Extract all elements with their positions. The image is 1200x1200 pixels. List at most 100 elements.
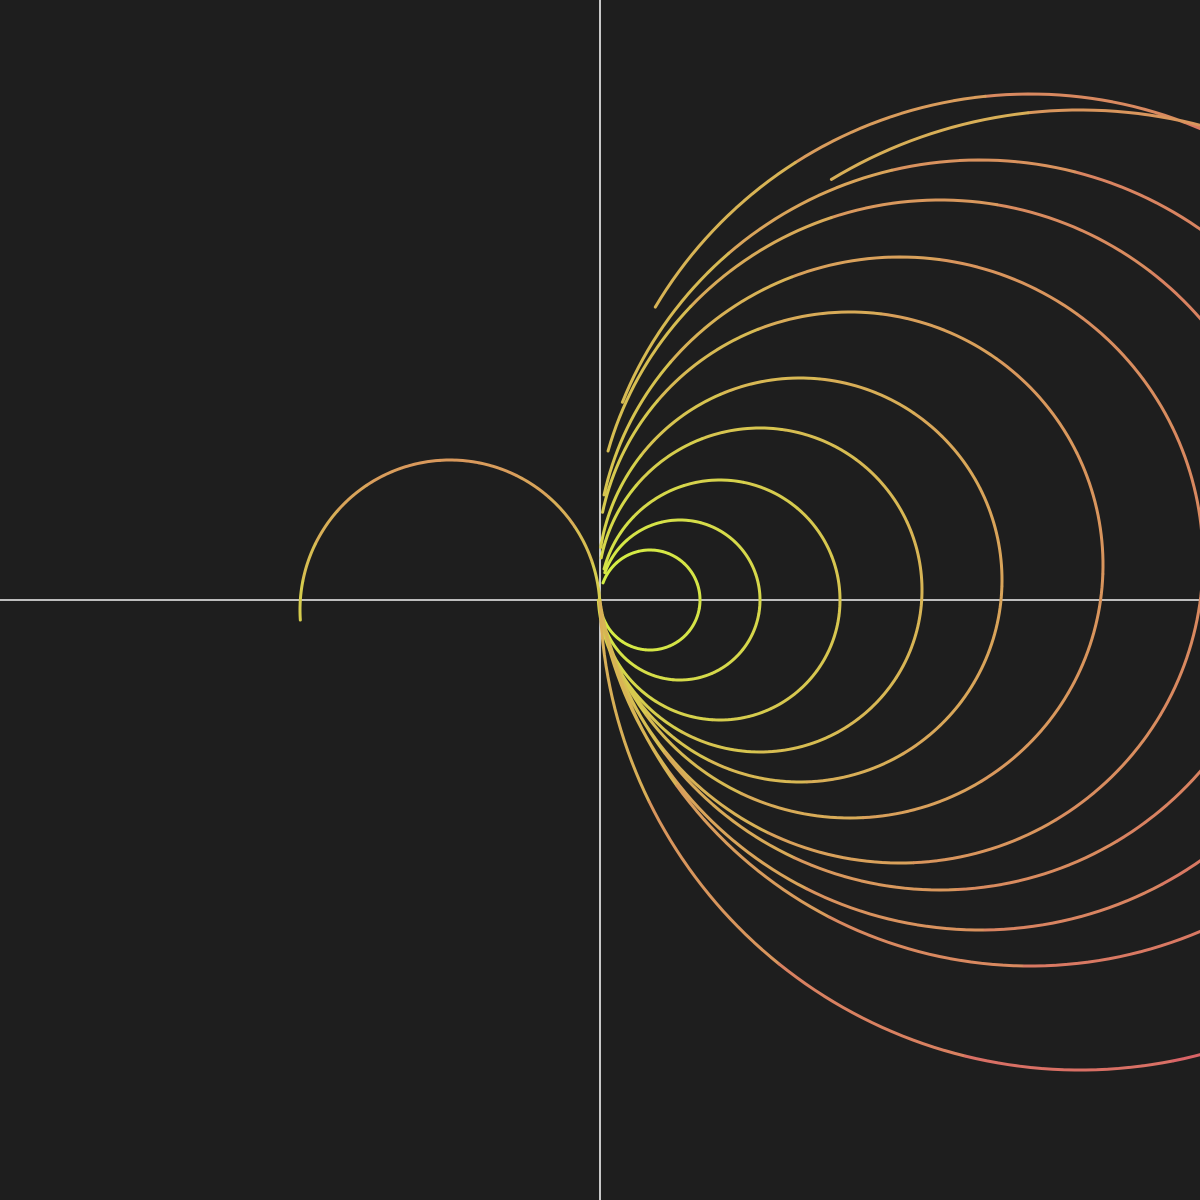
arc-3-segment-6 bbox=[815, 614, 841, 673]
arc-3-segment-8 bbox=[795, 506, 834, 559]
arc-1-segment-5 bbox=[668, 629, 691, 648]
arc-4-segment-7 bbox=[905, 520, 924, 603]
arc-3-segment-5 bbox=[769, 669, 819, 711]
arc-3-segment-2 bbox=[613, 656, 658, 703]
arc-6-segment-6 bbox=[1066, 572, 1105, 695]
arc-10-segment-1 bbox=[598, 598, 679, 788]
arc-1-segment-8 bbox=[682, 562, 699, 586]
arc-10-segment-2 bbox=[675, 784, 831, 919]
arc-5-segment-4 bbox=[805, 752, 905, 784]
arc-11-segment-11 bbox=[1026, 108, 1200, 127]
arc-6-segment-11 bbox=[655, 327, 760, 403]
arc-12-segment-2 bbox=[573, 525, 594, 564]
arc-10-segment-11 bbox=[793, 94, 987, 165]
arc-11-segment-2 bbox=[647, 800, 781, 966]
arc-8-segment-11 bbox=[689, 216, 833, 309]
arc-10-segment-4 bbox=[1022, 929, 1200, 968]
arc-7-segment-11 bbox=[668, 275, 794, 364]
arc-12-segment-11 bbox=[301, 542, 317, 583]
arc-2-segment-2 bbox=[608, 636, 638, 669]
arc-4-segment-11 bbox=[634, 437, 704, 487]
arc-7-segment-9 bbox=[937, 258, 1079, 316]
arc-4-segment-4 bbox=[758, 730, 839, 754]
arc-11-segment-4 bbox=[963, 1054, 1175, 1072]
arc-12-segment-4 bbox=[514, 473, 551, 499]
arc-6-segment-3 bbox=[740, 792, 865, 820]
arc-2-segment-8 bbox=[733, 540, 758, 577]
arc-8-segment-9 bbox=[995, 203, 1152, 273]
arc-5-segment-3 bbox=[707, 758, 809, 784]
arc-3-segment-9 bbox=[741, 480, 799, 510]
arc-3-segment-11 bbox=[631, 484, 686, 519]
arc-8-segment-4 bbox=[956, 839, 1119, 892]
arc-6-segment-12 bbox=[601, 399, 659, 514]
arc-2-segment-4 bbox=[671, 671, 714, 682]
arc-1-segment-11 bbox=[615, 549, 640, 565]
arc-6-segment-5 bbox=[979, 691, 1070, 783]
arc-7-segment-5 bbox=[1054, 713, 1162, 822]
arc-6-segment-9 bbox=[879, 312, 998, 361]
arc-1-segment-2 bbox=[604, 622, 625, 644]
arc-9-segment-11 bbox=[727, 168, 894, 255]
arc-9-segment-3 bbox=[805, 887, 987, 932]
arc-9-segment-9 bbox=[1073, 170, 1200, 231]
arc-9-segment-4 bbox=[983, 882, 1164, 932]
arc-9-segment-12 bbox=[620, 251, 731, 404]
arc-5-segment-7 bbox=[978, 486, 1004, 588]
arc-6-segment-4 bbox=[861, 779, 983, 820]
arc-8-segment-5 bbox=[1115, 769, 1200, 843]
arc-2-segment-7 bbox=[754, 573, 762, 616]
arc-11-segment-12 bbox=[829, 111, 1030, 181]
arc-4-segment-3 bbox=[680, 730, 762, 754]
arc-2-segment-9 bbox=[699, 521, 737, 544]
arc-3-segment-4 bbox=[710, 707, 773, 722]
arc-5-segment-12 bbox=[599, 454, 643, 549]
arc-7-segment-7 bbox=[1171, 426, 1200, 531]
arc-11-segment-3 bbox=[777, 962, 967, 1058]
arc-9-segment-5 bbox=[1160, 859, 1200, 886]
arc-12-segment-5 bbox=[477, 461, 518, 477]
arc-8-segment-10 bbox=[829, 198, 999, 220]
arc-7-segment-10 bbox=[790, 255, 941, 279]
arc-8-segment-3 bbox=[792, 856, 960, 892]
arc-1-segment-3 bbox=[621, 640, 648, 652]
arc-12-segment-10 bbox=[313, 509, 339, 546]
arc-1-segment-9 bbox=[661, 550, 686, 566]
arc-4-segment-8 bbox=[854, 458, 909, 524]
arc-12-segment-6 bbox=[438, 458, 481, 465]
arc-2-segment-3 bbox=[634, 665, 675, 682]
arc-1-segment-7 bbox=[695, 582, 702, 611]
arc-3-segment-3 bbox=[654, 699, 714, 722]
arc-7-segment-12 bbox=[602, 360, 672, 497]
arc-3-segment-7 bbox=[830, 555, 842, 618]
arc-1-segment-10 bbox=[636, 548, 665, 554]
arc-7-segment-2 bbox=[653, 736, 770, 835]
arc-6-segment-10 bbox=[756, 310, 883, 331]
arc-7-segment-6 bbox=[1158, 589, 1200, 717]
arc-8-segment-12 bbox=[606, 305, 693, 453]
arc-2-segment-5 bbox=[710, 648, 745, 675]
arc-4-segment-10 bbox=[700, 426, 784, 441]
arc-12-segment-12 bbox=[298, 579, 305, 622]
arc-3-segment-10 bbox=[682, 478, 745, 488]
arc-2-segment-12 bbox=[603, 538, 629, 575]
arc-6-segment-7 bbox=[1075, 451, 1105, 576]
arc-12-segment-9 bbox=[335, 483, 369, 513]
arc-11-segment-1 bbox=[598, 598, 651, 804]
arc-7-segment-4 bbox=[912, 818, 1058, 865]
arc-7-segment-3 bbox=[766, 831, 916, 865]
arc-5-segment-9 bbox=[818, 377, 916, 415]
arc-8-segment-8 bbox=[1148, 269, 1200, 321]
arc-3-segment-12 bbox=[602, 515, 635, 571]
arc-2-segment-6 bbox=[741, 612, 761, 652]
arc-6-segment-8 bbox=[994, 357, 1079, 455]
arc-1-segment-12 bbox=[601, 561, 619, 585]
arc-10-segment-3 bbox=[827, 915, 1026, 968]
arc-5-segment-2 bbox=[631, 692, 711, 762]
arc-2-segment-10 bbox=[660, 518, 703, 525]
arc-12-segment-7 bbox=[400, 458, 442, 470]
arc-6-segment-2 bbox=[644, 713, 744, 796]
arc-12-segment-1 bbox=[590, 560, 602, 602]
